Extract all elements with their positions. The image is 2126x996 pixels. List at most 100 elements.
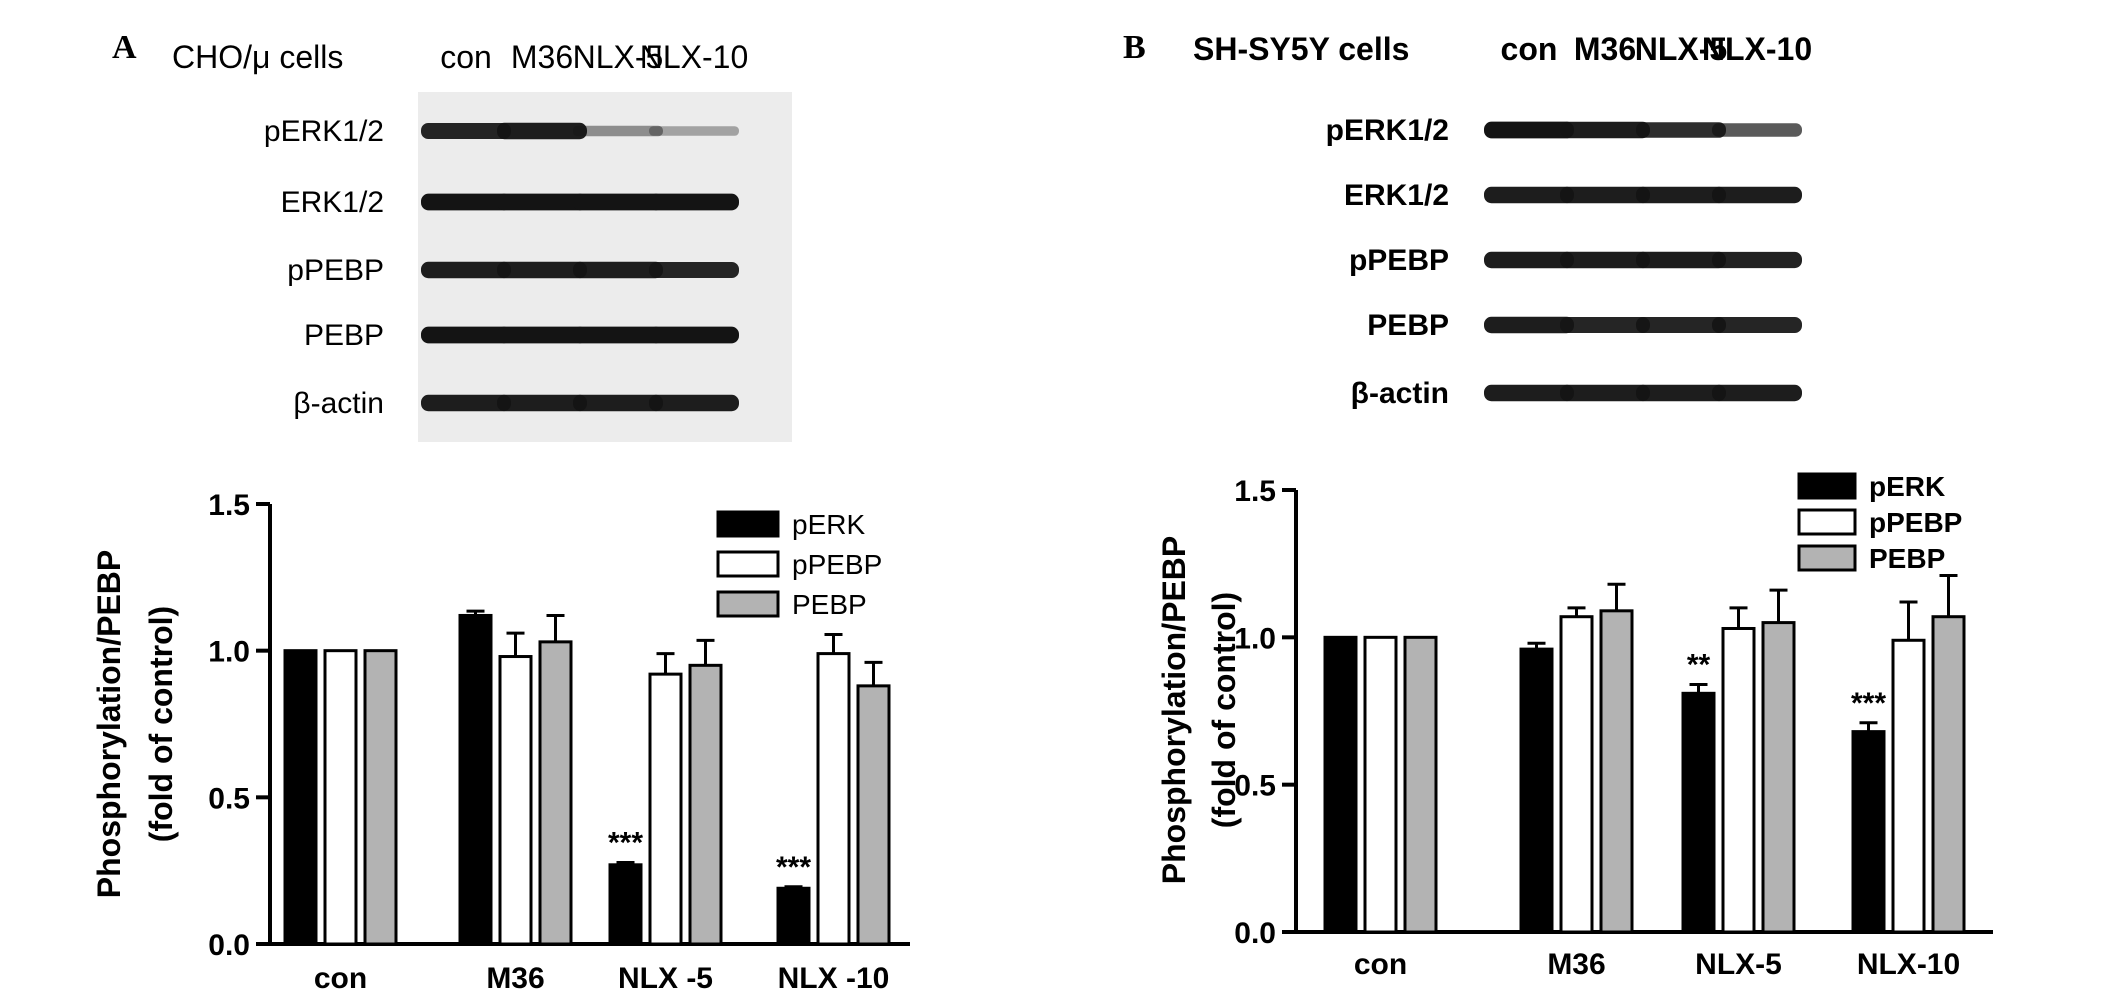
bar-ppebp: [648, 672, 683, 946]
significance-marker: ***: [1851, 687, 1886, 720]
y-tick-label: 0.0: [208, 929, 250, 962]
cell-line-label: CHO/μ cells: [172, 39, 343, 75]
bar-ppebp: [323, 649, 358, 946]
blot-label: β-actin: [1351, 377, 1449, 410]
blot-band: [497, 122, 587, 140]
x-tick-label: M36: [1547, 948, 1605, 981]
blot-band: [649, 193, 739, 211]
blot-band: [1484, 121, 1574, 139]
panel-b-figure: B SH-SY5Y cells con M36NLX-5NLX-10pERK1/2ER…: [1123, 29, 1993, 981]
blot-band: [421, 326, 511, 344]
blot-band: [1636, 384, 1726, 402]
blot-band: [497, 394, 587, 412]
significance-marker: ***: [776, 851, 811, 884]
x-tick-label: NLX -5: [618, 962, 713, 995]
y-tick-label: 0.0: [1234, 917, 1276, 950]
blot-label: ERK1/2: [1344, 179, 1449, 212]
blot-band: [1484, 384, 1574, 402]
bar-perk: [1851, 730, 1886, 934]
x-tick-label: con: [1354, 948, 1407, 981]
y-tick-label: 1.5: [1234, 475, 1276, 508]
x-tick-label: NLX-5: [1695, 948, 1782, 981]
bar-perk: [608, 863, 643, 946]
y-axis-label: Phosphorylation/PEBP: [91, 550, 127, 898]
bar-ppebp: [1559, 615, 1594, 934]
lane-label: NLX-5: [1635, 31, 1727, 67]
bar-perk: [458, 613, 493, 946]
lane-label: M36: [1574, 31, 1636, 67]
legend-label: pPEBP: [1869, 507, 1962, 538]
blot-band: [1636, 251, 1726, 269]
y-tick-label: 1.0: [208, 636, 250, 669]
blot-band: [1712, 317, 1802, 333]
bar-pebp: [1931, 615, 1966, 934]
blot-band: [1712, 251, 1802, 269]
blot-label: PEBP: [1367, 309, 1449, 342]
blot-label: β-actin: [293, 387, 384, 420]
significance-marker: ***: [608, 826, 643, 859]
bar-perk: [283, 649, 318, 946]
blot-band: [649, 126, 739, 136]
bar-pebp: [1599, 609, 1634, 934]
panel-b: B SH-SY5Y cells con M36 NLX-5 NLX-10 pERK1/2 ER…: [1063, 0, 2126, 996]
lane-label: M36: [511, 39, 573, 75]
legend-label: pERK: [1869, 471, 1945, 502]
lane-label: NLX-5: [573, 39, 664, 75]
blot-label: ERK1/2: [281, 186, 384, 219]
legend-swatch: [716, 550, 780, 578]
bar-perk: [1323, 635, 1358, 934]
panel-letter: A: [112, 29, 137, 66]
x-tick-label: M36: [486, 962, 544, 995]
bar-ppebp: [816, 652, 851, 946]
legend-swatch: [716, 590, 780, 618]
blot-band: [649, 394, 739, 412]
y-axis-label: Phosphorylation/PEBP: [1156, 536, 1192, 884]
y-axis-label-units: (fold of control): [143, 606, 179, 842]
panel-a: A CHO/μ cells con M36 NLX-5 NLX-10 pERK1/2 ERK1…: [91, 29, 910, 995]
blot-label: pERK1/2: [264, 115, 384, 148]
blot-band: [573, 394, 663, 412]
lane-label: con: [440, 39, 492, 75]
blot-band: [1560, 121, 1650, 139]
lane-label: NLX-10: [1702, 31, 1812, 67]
legend-label: PEBP: [1869, 543, 1945, 574]
lane-label: NLX-10: [640, 39, 749, 75]
y-tick-label: 0.5: [208, 782, 250, 815]
bar-pebp: [363, 649, 398, 946]
blot-band: [573, 193, 663, 211]
bar-pebp: [688, 663, 723, 946]
legend-swatch: [1797, 508, 1857, 536]
blot-band: [497, 261, 587, 279]
blot-band: [1560, 384, 1650, 402]
bar-pebp: [856, 684, 891, 946]
blot-band: [573, 326, 663, 344]
blot-band: [1484, 251, 1574, 269]
legend-label: PEBP: [792, 589, 867, 620]
blot-band: [1560, 186, 1650, 204]
y-axis-label-units: (fold of control): [1206, 592, 1242, 828]
bar-perk: [1519, 647, 1554, 934]
blot-band: [421, 261, 511, 279]
x-tick-label: con: [314, 962, 367, 995]
legend-label: pERK: [792, 509, 865, 540]
bar-perk: [1681, 691, 1716, 934]
blot-band: [1636, 317, 1726, 333]
blot-band: [497, 326, 587, 344]
blot-band: [1636, 122, 1726, 138]
legend-swatch: [1797, 544, 1857, 572]
blot-band: [1636, 186, 1726, 204]
lane-label: con: [1501, 31, 1558, 67]
blot-band: [1560, 251, 1650, 269]
blot-band: [421, 193, 511, 211]
x-tick-label: NLX -10: [778, 962, 890, 995]
significance-marker: **: [1687, 648, 1711, 681]
legend-swatch: [1797, 472, 1857, 500]
blot-label: pPEBP: [287, 254, 384, 287]
bar-pebp: [1403, 635, 1438, 934]
blot-band: [1712, 384, 1802, 402]
blot-band: [421, 123, 511, 139]
blot-band: [573, 261, 663, 279]
blot-label: PEBP: [304, 319, 384, 352]
y-tick-label: 1.5: [208, 489, 250, 522]
blot-band: [497, 193, 587, 211]
